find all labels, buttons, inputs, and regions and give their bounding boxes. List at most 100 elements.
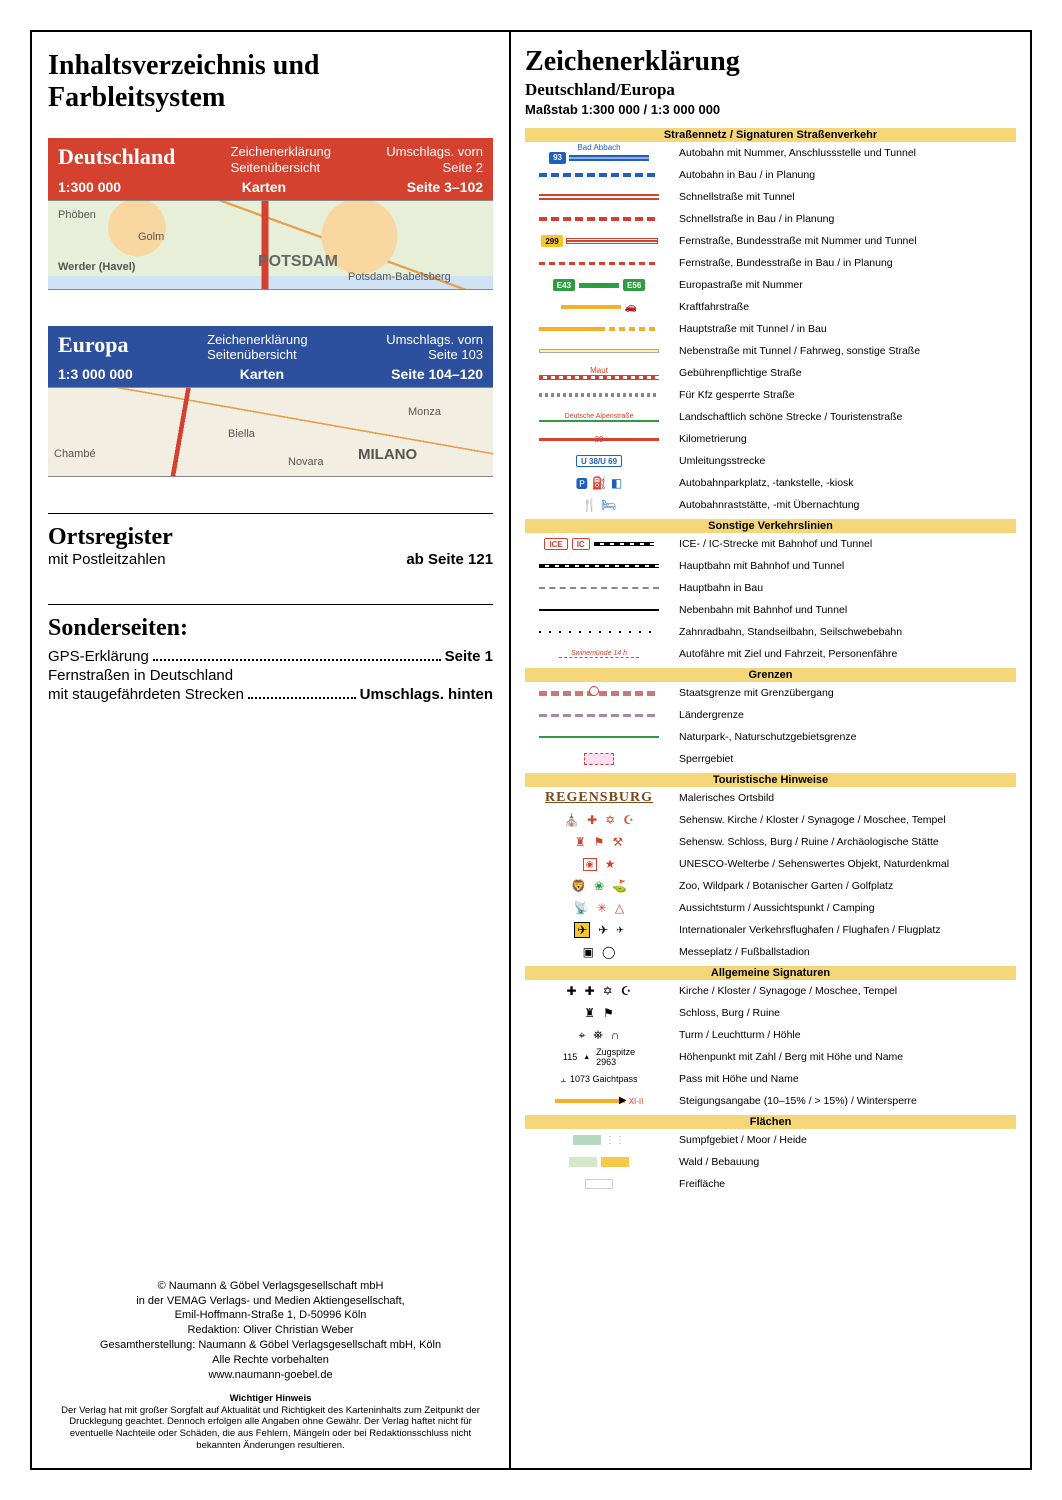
- legend-row: Bad Abbach 93 Autobahn mit Nummer, Ansch…: [525, 142, 1016, 164]
- legend-row: Schnellstraße in Bau / in Planung: [525, 208, 1016, 230]
- barred-icon: [539, 393, 659, 397]
- de-subrow: 1:300 000 Karten Seite 3–102: [48, 179, 493, 200]
- legend-row: 115▲Zugspitze2963Höhenpunkt mit Zahl / B…: [525, 1046, 1016, 1068]
- ice-line-icon: [594, 542, 654, 546]
- legend-row: MautGebührenpflichtige Straße: [525, 362, 1016, 384]
- legend-row: ◉★UNESCO-Welterbe / Sehenswertes Objekt,…: [525, 853, 1016, 875]
- church-small-icon: ✚: [567, 984, 577, 998]
- legend-row: ✚✚✡☪Kirche / Kloster / Synagoge / Mosche…: [525, 980, 1016, 1002]
- restricted-area-icon: [584, 753, 614, 765]
- schnellstr-plan-icon: [539, 217, 659, 221]
- legend-row: Staatsgrenze mit Grenzübergang: [525, 682, 1016, 704]
- sec-areas: Flächen: [525, 1115, 1016, 1129]
- de-map-thumb: Phöben Golm Werder (Havel) POTSDAM Potsd…: [48, 200, 493, 290]
- sec-other: Sonstige Verkehrslinien: [525, 519, 1016, 533]
- legend-row: ▣◯Messeplatz / Fußballstadion: [525, 941, 1016, 963]
- imprint-note: Wichtiger Hinweis Der Verlag hat mit gro…: [54, 1393, 487, 1452]
- legend-row: REGENSBURGMalerisches Ortsbild: [525, 787, 1016, 809]
- eu-map-thumb: Chambé Biella Novara MILANO Monza: [48, 387, 493, 477]
- forest-swatch: [569, 1157, 597, 1167]
- detour-badge: U 38/U 69: [576, 455, 622, 467]
- legend-row: Hauptbahn mit Bahnhof und Tunnel: [525, 555, 1016, 577]
- nebenstr-icon: [539, 349, 659, 353]
- border-land-icon: [539, 714, 659, 717]
- ferry-icon: [559, 657, 639, 658]
- eu-subrow: 1:3 000 000 Karten Seite 104–120: [48, 366, 493, 387]
- parking-icon: 🅿: [576, 475, 588, 492]
- right-column: Zeichenerklärung Deutschland/Europa Maßs…: [511, 32, 1030, 1468]
- bundesstr-plan-icon: [539, 262, 659, 265]
- de-name: Deutschland: [58, 144, 175, 175]
- rail-minor-icon: [539, 609, 659, 611]
- cloister-icon: ✚: [587, 813, 597, 827]
- legend-row: Zahnradbahn, Standseilbahn, Seilschwebeb…: [525, 621, 1016, 643]
- legend-row: U 38/U 69Umleitungsstrecke: [525, 450, 1016, 472]
- autobahn-plan-icon: [539, 173, 659, 177]
- urban-swatch: [601, 1157, 629, 1167]
- legend-row: Fernstraße, Bundesstraße in Bau / in Pla…: [525, 252, 1016, 274]
- rail-build-icon: [539, 587, 659, 589]
- orts-title: Ortsregister: [48, 524, 493, 551]
- legend-row: Wald / Bebauung: [525, 1151, 1016, 1173]
- legend-row: ✈✈✈Internationaler Verkehrsflughafen / F…: [525, 919, 1016, 941]
- cave-icon: ∩: [611, 1028, 620, 1042]
- mosque-icon: ☪: [623, 813, 634, 827]
- free-swatch: [585, 1179, 613, 1189]
- unesco-icon: ◉: [583, 858, 597, 871]
- intl-airport-icon: ✈: [574, 922, 590, 938]
- marsh-swatch: [573, 1135, 601, 1145]
- legend-title: Zeichenerklärung: [525, 46, 1016, 78]
- section-deutschland: Deutschland Zeichenerklärung Seitenübers…: [48, 138, 493, 289]
- imprint: © Naumann & Göbel Verlagsgesellschaft mb…: [48, 1279, 493, 1458]
- legend-row: Ländergrenze: [525, 704, 1016, 726]
- eu-header: Europa Zeichenerklärung Seitenübersicht …: [48, 326, 493, 366]
- garden-icon: ❀: [594, 879, 604, 893]
- hauptstr-icon: [539, 327, 659, 331]
- legend-row: ⫠1073 GaichtpassPass mit Höhe und Name: [525, 1068, 1016, 1090]
- border-intl-icon: [539, 691, 659, 696]
- ruin-icon: ⚑: [594, 835, 605, 849]
- legend-row: 29Kilometrierung: [525, 428, 1016, 450]
- airport-icon: ✈: [598, 923, 608, 937]
- legend-row: ▶XI-IISteigungsangabe (10–15% / > 15%) /…: [525, 1090, 1016, 1112]
- legend-row: 299Fernstraße, Bundesstraße mit Nummer u…: [525, 230, 1016, 252]
- legend-row: Hauptbahn in Bau: [525, 577, 1016, 599]
- legend-row: ⛪✚✡☪Sehensw. Kirche / Kloster / Synagoge…: [525, 809, 1016, 831]
- toc-title: Inhaltsverzeichnis und Farbleitsystem: [48, 50, 493, 114]
- legend-row: Nebenstraße mit Tunnel / Fahrweg, sonsti…: [525, 340, 1016, 362]
- legend-row: ♜⚑⚒Sehensw. Schloss, Burg / Ruine / Arch…: [525, 831, 1016, 853]
- autobahn-icon: [569, 155, 649, 161]
- eu-name: Europa: [58, 332, 129, 363]
- gradient-icon: ▶: [555, 1099, 625, 1103]
- fair-icon: ▣: [583, 945, 594, 959]
- toll-icon: [539, 375, 659, 380]
- legend-row: ♜⚑Schloss, Burg / Ruine: [525, 1002, 1016, 1024]
- orts-sub: mit Postleitzahlen: [48, 551, 166, 568]
- sec-roads: Straßennetz / Signaturen Straßenverkehr: [525, 128, 1016, 142]
- legend-row: Sperrgebiet: [525, 748, 1016, 770]
- castle-icon: ♜: [575, 835, 586, 849]
- page-frame: Inhaltsverzeichnis und Farbleitsystem De…: [30, 30, 1032, 1470]
- city-name-icon: REGENSBURG: [545, 790, 653, 806]
- legend-row: ⋮⋮Sumpfgebiet / Moor / Heide: [525, 1129, 1016, 1151]
- bundesstr-icon: [567, 239, 657, 243]
- synagogue-icon: ✡: [605, 813, 615, 827]
- airfield-icon: ✈: [616, 925, 624, 936]
- section-europa: Europa Zeichenerklärung Seitenübersicht …: [48, 326, 493, 477]
- legend-row: 🍴🛏Autobahnraststätte, -mit Übernachtung: [525, 494, 1016, 516]
- ortsregister-block: Ortsregister mit Postleitzahlen ab Seite…: [48, 513, 493, 568]
- legend-row: Schnellstraße mit Tunnel: [525, 186, 1016, 208]
- legend-row: Nebenbahn mit Bahnhof und Tunnel: [525, 599, 1016, 621]
- de-right: Umschlags. vorn Seite 2: [386, 144, 483, 175]
- legend-row: E43E56Europastraße mit Nummer: [525, 274, 1016, 296]
- orts-page: ab Seite 121: [406, 551, 493, 568]
- castle-small-icon: ♜: [584, 1006, 595, 1020]
- restaurant-icon: 🍴: [582, 498, 597, 512]
- sonderseiten-block: Sonderseiten: GPS-Erklärung Seite 1 Fern…: [48, 604, 493, 703]
- rail-cable-icon: [539, 631, 659, 633]
- schnellstr-icon: [539, 194, 659, 200]
- hotel-icon: 🛏: [601, 498, 616, 512]
- sonder-title: Sonderseiten:: [48, 615, 493, 642]
- zoo-icon: 🦁: [571, 879, 586, 893]
- lighthouse-icon: ⛯: [593, 1028, 603, 1043]
